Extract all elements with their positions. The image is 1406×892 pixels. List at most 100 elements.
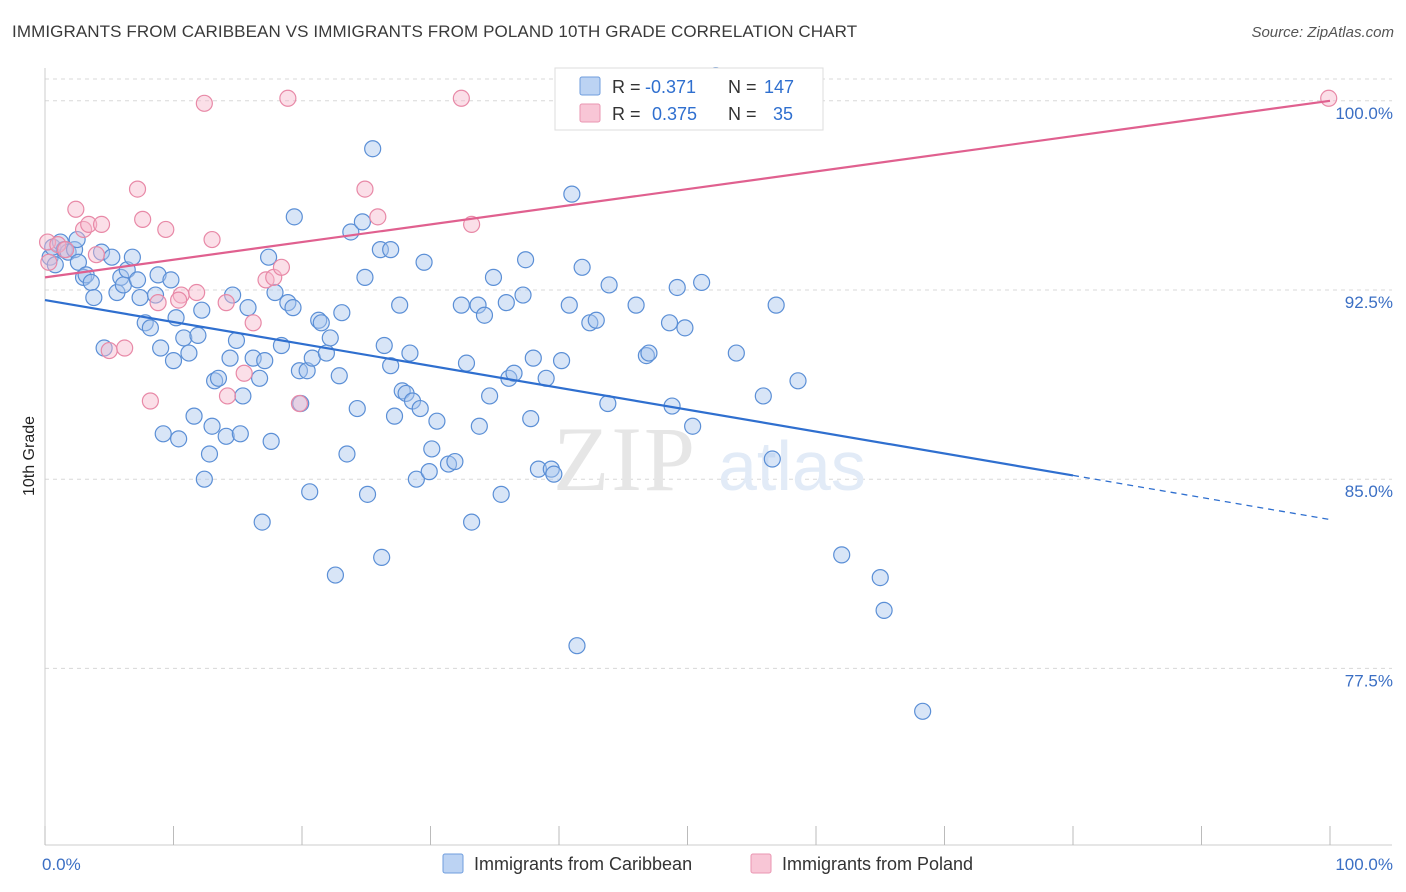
- y-tick-label: 77.5%: [1345, 671, 1393, 690]
- data-point-caribbean: [505, 364, 523, 382]
- data-point-caribbean: [763, 450, 781, 468]
- bottom-legend-swatch-caribbean: [442, 853, 464, 874]
- data-point-poland: [67, 200, 85, 218]
- data-point-poland: [369, 208, 387, 226]
- data-point-caribbean: [170, 430, 188, 448]
- data-point-caribbean: [469, 296, 487, 314]
- data-point-poland: [235, 364, 253, 382]
- data-point-caribbean: [338, 445, 356, 463]
- y-tick-labels: 77.5% 85.0% 92.5% 100.0%: [1335, 104, 1393, 691]
- data-point-caribbean: [600, 276, 618, 294]
- data-point-caribbean: [529, 460, 548, 478]
- data-point-caribbean: [373, 548, 391, 567]
- y-axis-label: 10th Grade: [21, 416, 38, 496]
- data-point-caribbean: [193, 301, 211, 319]
- data-point-caribbean: [727, 344, 745, 362]
- data-point-poland: [87, 246, 106, 264]
- data-point-caribbean: [348, 399, 366, 418]
- legend: R = -0.371 N = 147 R = 0.375 N = 35: [554, 67, 824, 131]
- data-point-caribbean: [221, 349, 239, 367]
- data-point-poland: [452, 89, 470, 107]
- data-point-caribbean: [154, 425, 172, 443]
- data-point-caribbean: [231, 425, 249, 443]
- data-point-caribbean: [65, 241, 84, 259]
- data-point-caribbean: [141, 319, 159, 337]
- data-point-poland: [157, 220, 175, 239]
- data-point-caribbean: [563, 185, 581, 203]
- data-point-caribbean: [356, 268, 374, 286]
- trend-lines: [44, 99, 1331, 521]
- data-point-caribbean: [676, 319, 694, 337]
- trend-line-caribbean-extension: [1072, 474, 1331, 521]
- x-tick-labels: 0.0% 100.0%: [42, 855, 1393, 874]
- data-point-caribbean: [253, 513, 271, 531]
- data-point-poland: [40, 253, 58, 271]
- watermark-zip: ZIP: [553, 408, 697, 510]
- data-point-caribbean: [481, 387, 499, 405]
- data-point-caribbean: [457, 354, 476, 372]
- y-tick-label: 92.5%: [1345, 293, 1393, 312]
- legend-r-value-1: -0.371: [645, 77, 696, 97]
- data-point-caribbean: [560, 296, 578, 314]
- data-point-caribbean: [587, 311, 605, 329]
- data-point-caribbean: [470, 417, 488, 435]
- data-point-caribbean: [209, 369, 228, 387]
- data-point-caribbean: [310, 311, 328, 329]
- data-point-caribbean: [364, 140, 382, 158]
- data-point-caribbean: [358, 485, 377, 503]
- legend-n-label-1: N =: [728, 77, 757, 97]
- bottom-legend-swatch-poland: [750, 853, 772, 874]
- data-point-caribbean: [407, 470, 425, 488]
- data-point-caribbean: [545, 465, 563, 483]
- data-point-caribbean: [131, 288, 149, 307]
- data-point-caribbean: [693, 273, 711, 292]
- data-point-caribbean: [684, 417, 702, 435]
- data-point-caribbean: [420, 463, 438, 481]
- data-point-caribbean: [871, 568, 889, 587]
- data-point-caribbean: [103, 248, 121, 266]
- legend-n-label-2: N =: [728, 104, 757, 124]
- data-point-caribbean: [200, 445, 219, 463]
- legend-r-label-1: R =: [612, 77, 641, 97]
- data-point-caribbean: [428, 412, 446, 430]
- bottom-legend-label-poland: Immigrants from Poland: [782, 854, 973, 874]
- data-point-caribbean: [189, 326, 207, 345]
- data-point-caribbean: [149, 266, 167, 284]
- data-point-caribbean: [85, 288, 103, 307]
- data-point-caribbean: [203, 417, 221, 435]
- data-point-caribbean: [256, 352, 274, 370]
- y-tick-label: 100.0%: [1335, 104, 1393, 123]
- data-point-caribbean: [497, 294, 515, 312]
- data-point-caribbean: [330, 367, 348, 385]
- data-point-caribbean: [573, 258, 591, 276]
- trend-line-poland: [44, 99, 1331, 279]
- data-point-caribbean: [234, 387, 252, 405]
- data-point-poland: [203, 230, 221, 249]
- data-point-caribbean: [333, 304, 351, 322]
- data-point-poland: [218, 387, 237, 405]
- data-point-caribbean: [568, 637, 586, 655]
- data-point-caribbean: [463, 513, 481, 531]
- chart-title: IMMIGRANTS FROM CARIBBEAN VS IMMIGRANTS …: [12, 22, 858, 41]
- data-point-caribbean: [382, 357, 400, 375]
- data-point-caribbean: [262, 432, 280, 450]
- axes: [44, 68, 1392, 846]
- data-point-caribbean: [239, 299, 257, 317]
- data-point-poland: [170, 291, 188, 309]
- data-point-caribbean: [382, 241, 400, 259]
- data-point-caribbean: [914, 702, 932, 720]
- data-point-caribbean: [266, 283, 284, 302]
- x-tick-label: 100.0%: [1335, 855, 1393, 874]
- legend-n-value-1: 147: [764, 77, 794, 97]
- data-point-caribbean: [660, 314, 679, 332]
- data-point-caribbean: [375, 336, 393, 355]
- data-point-caribbean: [227, 331, 246, 350]
- data-point-caribbean: [180, 344, 198, 362]
- data-point-caribbean: [446, 452, 464, 471]
- data-point-caribbean: [411, 399, 429, 418]
- data-point-caribbean: [185, 407, 203, 425]
- data-point-caribbean: [640, 344, 658, 362]
- legend-swatch-poland: [579, 103, 601, 123]
- data-point-caribbean: [298, 362, 316, 380]
